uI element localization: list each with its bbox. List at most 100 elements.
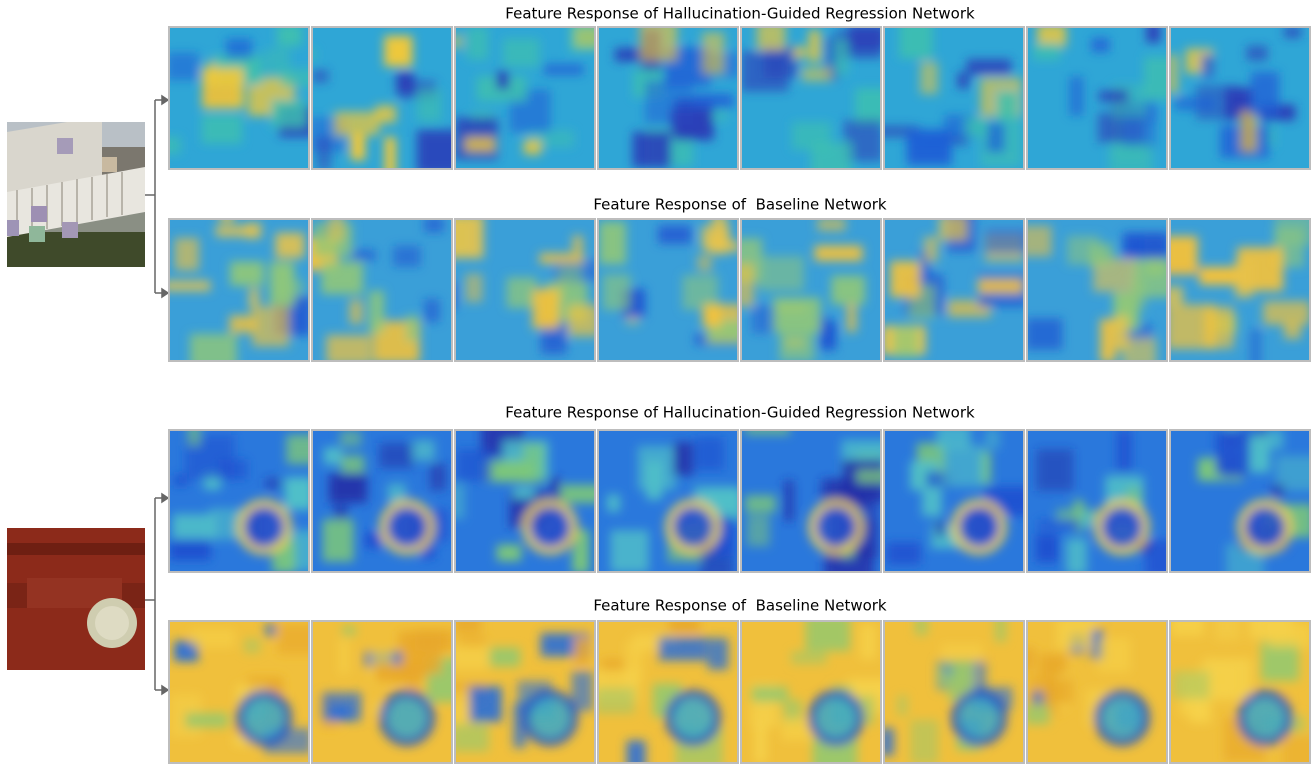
feature-blob [191,629,235,647]
feature-map [1027,22,1184,178]
feature-map [1022,618,1167,763]
feature-map [1162,212,1312,369]
feature-blob [673,442,693,475]
feature-blob [379,443,414,468]
feature-content [1027,22,1184,178]
feature-blob [1214,613,1240,640]
feature-content [169,422,328,573]
feature-blob [987,123,1005,153]
feature-ring [1098,503,1146,551]
feature-map [598,430,743,580]
feature-blob [847,304,857,332]
feature-blob [172,514,215,539]
feature-blob [252,307,289,347]
feature-blob [384,36,412,67]
feature-blob [1040,654,1066,675]
feature-blob [349,300,363,324]
feature-blob [784,480,794,521]
feature-blob [334,505,348,519]
feature-ring [1098,694,1146,742]
feature-map [598,20,739,169]
feature-map [312,621,474,763]
feature-blob [490,648,521,667]
feature-blob [163,281,210,291]
feature-blob [794,46,806,58]
feature-blob [465,274,482,303]
feature-ring [812,694,860,742]
feature-map [163,209,312,369]
feature-map [450,20,610,169]
feature-blob [265,478,281,489]
feature-blob [1036,534,1059,563]
feature-blob [1268,623,1312,648]
feature-map [445,422,603,574]
feature-blob [712,214,727,254]
feature-blob [503,39,540,67]
feature-map [884,425,1031,572]
input-image [7,122,145,267]
feature-ring [955,503,1003,551]
feature-blob [188,422,201,446]
feature-blob [985,428,999,449]
feature-blob [328,213,344,241]
feature-ring [669,694,717,742]
feature-blob [697,255,712,271]
feature-map [159,24,319,169]
feature-blob [745,495,776,512]
feature-content [1170,612,1312,765]
feature-content [598,430,743,580]
feature-content [741,425,891,586]
feature-blob [802,67,832,81]
feature-blob [1091,38,1109,52]
row-title: Feature Response of Hallucination-Guided… [505,5,975,23]
feature-map [1170,427,1312,586]
feature-blob [1251,72,1280,116]
feature-blob [806,614,850,650]
figure: Feature Response of Hallucination-Guided… [0,0,1312,765]
feature-blob [755,723,766,763]
feature-blob [451,645,489,669]
feature-blob [265,624,277,637]
feature-blob [424,299,440,322]
feature-blob [513,487,534,498]
feature-blob [220,209,235,222]
feature-map [1167,26,1310,169]
feature-blob [741,51,789,91]
row-title: Feature Response of Hallucination-Guided… [505,404,975,422]
feature-blob [575,637,589,665]
feature-content [741,614,893,765]
feature-blob [1235,260,1253,298]
feature-blob [943,445,985,487]
feature-blob [752,305,775,333]
feature-blob [507,277,538,308]
feature-blob [595,688,635,714]
feature-blob [815,245,863,261]
feature-map [879,612,1024,764]
feature-blob [1098,638,1131,672]
feature-map [1027,430,1175,579]
feature-blob [607,494,620,511]
feature-blob [270,262,294,306]
feature-blob [170,541,211,561]
feature-blob [341,456,364,473]
feature-blob [1201,55,1214,78]
feature-content [734,218,881,362]
feature-content [884,425,1031,572]
feature-map [741,425,891,586]
feature-blob [413,440,435,460]
feature-blob [941,644,982,662]
feature-blob [561,485,603,503]
feature-blob [457,449,492,481]
feature-blob [497,71,509,89]
feature-map [303,213,452,364]
feature-blob [230,262,264,286]
feature-content [163,209,312,369]
feature-blob [747,515,770,547]
feature-blob [935,521,945,537]
feature-content [882,209,1034,361]
feature-blob [773,298,821,333]
feature-blob [469,686,502,721]
feature-map [446,214,600,361]
feature-content [446,214,600,361]
feature-blob [996,91,1019,122]
